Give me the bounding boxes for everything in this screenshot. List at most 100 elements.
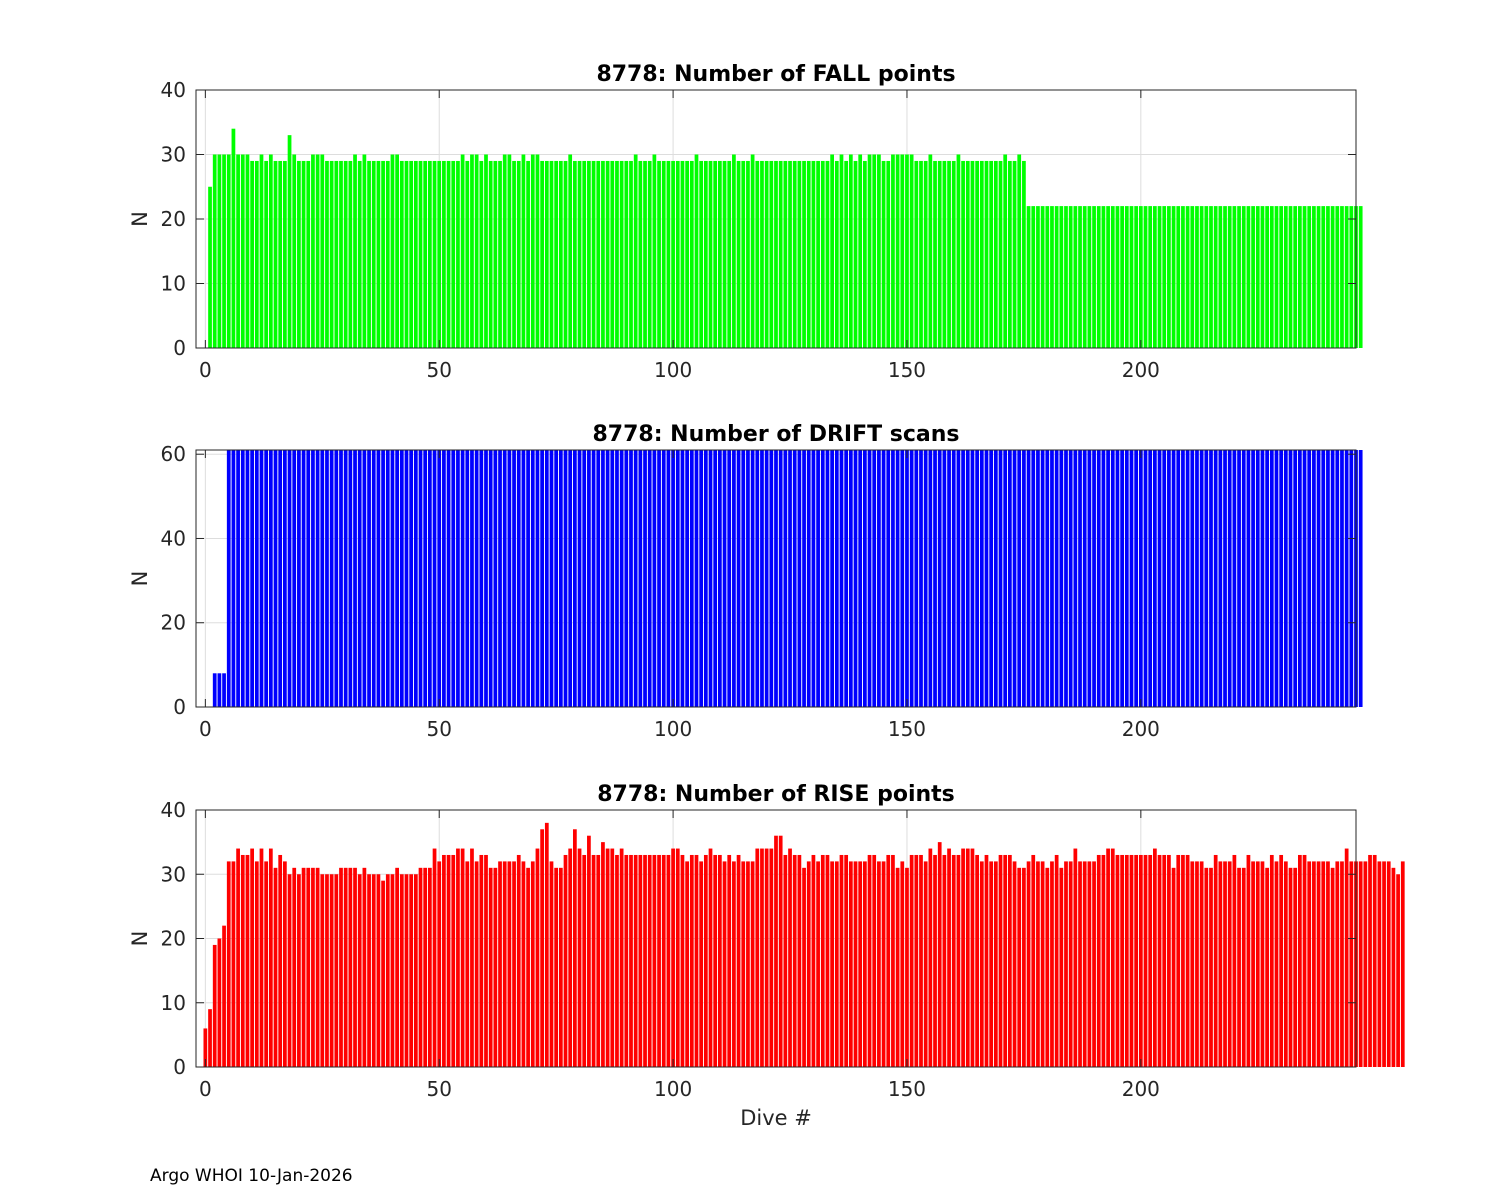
- bar: [1330, 867, 1335, 1067]
- bar: [1209, 450, 1213, 707]
- chart-title: 8778: Number of FALL points: [596, 62, 955, 87]
- bar: [919, 854, 923, 1067]
- bar: [1040, 450, 1045, 707]
- bar: [404, 160, 409, 348]
- bar: [1288, 206, 1293, 348]
- bar: [1326, 206, 1330, 348]
- bar: [1017, 867, 1022, 1067]
- y-tick-label: 20: [161, 207, 186, 231]
- fall-points-chart: 0 50 100 150 200 0 10 20 30 40 8778: Number of FAL…: [128, 62, 1363, 382]
- bar: [1050, 861, 1054, 1067]
- bar: [867, 154, 872, 348]
- bar: [587, 160, 591, 348]
- bar: [1251, 450, 1255, 707]
- bar: [1031, 854, 1036, 1067]
- bar: [278, 854, 283, 1067]
- bar: [283, 861, 287, 1067]
- bar: [1265, 450, 1269, 707]
- bar: [1195, 861, 1199, 1067]
- bar: [1087, 450, 1092, 707]
- bar: [760, 848, 764, 1067]
- bar: [1265, 206, 1269, 348]
- bar: [273, 160, 278, 348]
- bar: [1101, 206, 1106, 348]
- bar: [624, 854, 629, 1067]
- bar: [928, 848, 933, 1067]
- bar: [989, 861, 994, 1067]
- bar: [278, 450, 283, 707]
- bar: [1167, 206, 1171, 348]
- bar: [226, 861, 231, 1067]
- bar: [395, 867, 399, 1067]
- bar: [1171, 867, 1176, 1067]
- bar: [1092, 450, 1096, 707]
- bar: [919, 450, 923, 707]
- bar: [1190, 861, 1195, 1067]
- bar: [1064, 450, 1068, 707]
- bar: [1181, 206, 1185, 348]
- bar: [544, 450, 549, 707]
- bar: [353, 867, 357, 1067]
- bar: [633, 854, 638, 1067]
- bar: [1326, 450, 1330, 707]
- y-tick-label: 0: [173, 1055, 186, 1079]
- bar: [311, 867, 315, 1067]
- bar: [615, 160, 619, 348]
- bar: [231, 450, 236, 707]
- bar: [675, 848, 680, 1067]
- bar: [619, 848, 624, 1067]
- bar: [629, 854, 633, 1067]
- bar: [432, 450, 437, 707]
- bar: [1227, 861, 1232, 1067]
- bar: [540, 829, 544, 1067]
- bar: [264, 450, 269, 707]
- bar: [1195, 450, 1199, 707]
- bar: [1181, 854, 1185, 1067]
- y-tick-label: 10: [161, 991, 186, 1015]
- bar: [297, 160, 301, 348]
- bar: [301, 160, 306, 348]
- bar: [933, 854, 937, 1067]
- bar: [1358, 861, 1363, 1067]
- bar: [437, 160, 442, 348]
- bar: [530, 450, 535, 707]
- y-tick-label: 60: [161, 442, 186, 466]
- bar: [909, 450, 914, 707]
- bar: [923, 160, 928, 348]
- bar: [348, 450, 353, 707]
- bar: [1372, 854, 1377, 1067]
- bar: [671, 450, 675, 707]
- bar: [1026, 206, 1031, 348]
- bar: [1134, 206, 1139, 348]
- bar: [395, 154, 399, 348]
- bar: [624, 160, 629, 348]
- bar: [306, 160, 311, 348]
- bar: [863, 861, 867, 1067]
- bar: [222, 925, 226, 1067]
- bar: [1199, 450, 1204, 707]
- bar: [526, 450, 530, 707]
- bar: [900, 861, 905, 1067]
- bar: [1022, 867, 1026, 1067]
- bar: [783, 854, 788, 1067]
- bar: [348, 160, 353, 348]
- bar: [226, 154, 231, 348]
- bar: [250, 160, 254, 348]
- y-axis-label: N: [128, 211, 152, 227]
- bar: [979, 450, 984, 707]
- x-axis-label: Dive #: [740, 1106, 812, 1130]
- bar: [657, 450, 661, 707]
- bar: [268, 848, 273, 1067]
- bar: [390, 154, 395, 348]
- bar: [1283, 206, 1288, 348]
- bar: [357, 450, 362, 707]
- bar: [456, 160, 460, 348]
- bar: [886, 854, 891, 1067]
- bar: [353, 154, 357, 348]
- bar: [456, 848, 460, 1067]
- bar: [736, 854, 741, 1067]
- bar: [610, 160, 615, 348]
- bar: [320, 874, 325, 1067]
- bar: [1162, 206, 1167, 348]
